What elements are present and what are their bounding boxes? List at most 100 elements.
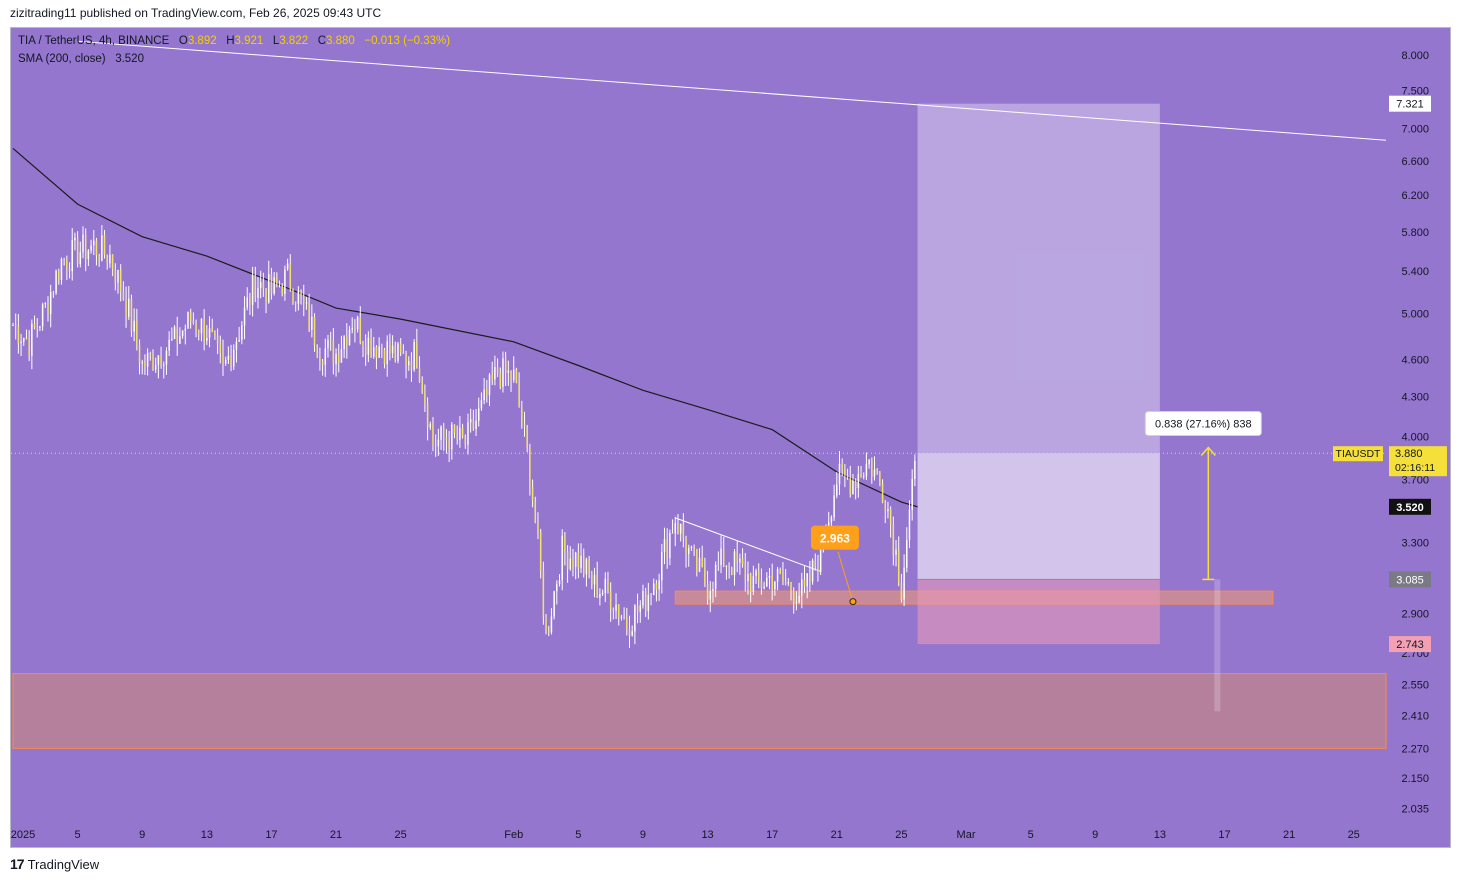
- candle-body: [545, 617, 547, 631]
- candle-body: [184, 328, 187, 331]
- candle-body: [690, 546, 693, 548]
- candle-body: [329, 339, 332, 341]
- candle-body: [588, 559, 590, 574]
- y-tick-label: 3.300: [1401, 537, 1429, 549]
- candle-body: [243, 307, 246, 326]
- candle-body: [636, 605, 639, 612]
- candle-body: [144, 362, 146, 367]
- x-tick-label: 17: [265, 829, 277, 841]
- candle-body: [189, 311, 192, 321]
- candle-body: [405, 353, 407, 366]
- candle-body: [14, 325, 17, 327]
- candle-body: [79, 252, 82, 264]
- y-tick-label: 2.150: [1401, 773, 1429, 785]
- candle-body: [564, 535, 566, 552]
- candle-body: [214, 332, 216, 336]
- candle-body: [203, 318, 205, 341]
- candle-body: [811, 560, 814, 582]
- candle-body: [324, 348, 327, 365]
- candle-body: [617, 604, 620, 618]
- candle-body: [467, 422, 469, 445]
- x-tick-label: Feb: [504, 829, 523, 841]
- candle-body: [270, 274, 273, 294]
- price-label-text: 3.520: [1396, 502, 1424, 514]
- candle-body: [157, 355, 160, 365]
- x-tick-label: 9: [640, 829, 646, 841]
- symbol-name[interactable]: TIA / TetherUS, 4h, BINANCE: [18, 35, 170, 47]
- candle-body: [623, 616, 625, 618]
- candle-body: [798, 595, 800, 603]
- candle-body: [687, 547, 690, 555]
- candle-body: [531, 486, 534, 501]
- candle-body: [526, 426, 528, 448]
- candle-body: [477, 408, 480, 421]
- candle-body: [714, 564, 717, 589]
- candle-body: [569, 558, 572, 570]
- candle-body: [612, 608, 615, 611]
- candle-body: [284, 269, 286, 295]
- candle-body: [537, 522, 539, 533]
- candle-body: [262, 282, 265, 289]
- footer-brand[interactable]: 17 TradingView: [10, 856, 99, 872]
- candle-body: [101, 235, 103, 261]
- candle-body: [362, 342, 364, 346]
- candle-body: [448, 440, 450, 450]
- y-tick-label: 4.000: [1401, 431, 1429, 443]
- candle-body: [58, 270, 60, 281]
- candle-body: [370, 337, 372, 357]
- candle-body: [782, 573, 784, 582]
- symbol-legend[interactable]: TIA / TetherUS, 4h, BINANCE O3.892 H3.92…: [18, 35, 450, 47]
- candle-body: [321, 361, 324, 365]
- candle-body: [846, 475, 849, 479]
- candle-body: [222, 352, 224, 364]
- y-tick-label: 5.000: [1401, 309, 1429, 321]
- x-tick-label: 5: [1028, 829, 1034, 841]
- x-tick-label: 13: [701, 829, 713, 841]
- candle-body: [803, 579, 806, 587]
- candle-body: [860, 473, 862, 477]
- candle-body: [650, 594, 652, 596]
- candle-body: [327, 339, 329, 349]
- candle-body: [44, 302, 47, 305]
- candle-body: [173, 326, 176, 339]
- candle-body: [55, 270, 57, 293]
- candle-body: [367, 337, 370, 355]
- candle-body: [319, 356, 321, 362]
- chart-area[interactable]: 2.963 0.838 (27.16%) 838 8.000 7.500 7.000 6.…: [10, 27, 1451, 848]
- candle-body: [281, 285, 283, 295]
- candle-body: [413, 342, 415, 370]
- x-tick-label: 21: [1283, 829, 1295, 841]
- sma-label[interactable]: SMA (200, close): [18, 53, 106, 65]
- price-chart[interactable]: 2.963 0.838 (27.16%) 838 8.000 7.500 7.000 6.…: [11, 28, 1450, 847]
- x-tick-label: 21: [330, 829, 342, 841]
- candle-body: [679, 523, 682, 534]
- candle-body: [862, 476, 865, 478]
- candle-body: [206, 337, 208, 341]
- candle-body: [305, 302, 308, 304]
- candle-body: [766, 577, 768, 587]
- candle-body: [254, 274, 257, 299]
- last-price-text: 3.880: [1395, 448, 1423, 460]
- candle-body: [809, 573, 811, 582]
- callout-anchor: [849, 598, 857, 606]
- candle-body: [160, 355, 162, 366]
- candle-body: [510, 370, 512, 381]
- candle-body: [141, 362, 143, 364]
- candle-body: [41, 304, 44, 327]
- candle-body: [494, 366, 496, 380]
- candle-body: [644, 590, 647, 612]
- candle-body: [475, 420, 477, 429]
- candle-body: [251, 274, 254, 306]
- candle-body: [852, 480, 854, 495]
- candle-body: [93, 240, 95, 246]
- candle-body: [704, 566, 706, 585]
- candle-body: [426, 403, 429, 428]
- candle-body: [566, 551, 569, 570]
- x-tick-label: 21: [831, 829, 843, 841]
- candle-body: [865, 463, 868, 477]
- candle-body: [591, 573, 593, 585]
- price-label-box: [1389, 636, 1431, 653]
- candle-body: [216, 335, 219, 344]
- sma-legend[interactable]: SMA (200, close) 3.520: [18, 53, 144, 65]
- candle-body: [763, 586, 765, 589]
